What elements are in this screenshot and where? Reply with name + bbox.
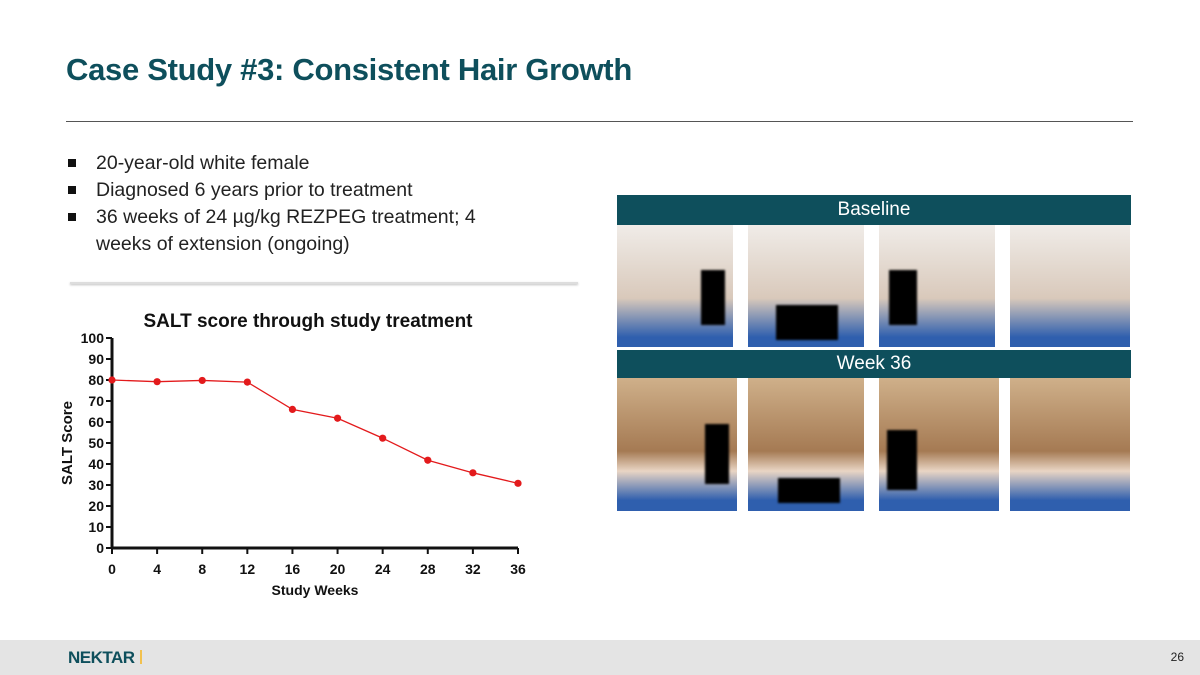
week36-photo-left (617, 378, 737, 511)
data-point (153, 378, 161, 386)
slide-title: Case Study #3: Consistent Hair Growth (66, 52, 632, 87)
y-tick-label: 90 (88, 351, 104, 367)
x-axis-label: Study Weeks (272, 582, 359, 598)
x-tick-label: 8 (198, 561, 206, 577)
x-tick-label: 28 (420, 561, 436, 577)
section-divider (70, 282, 578, 284)
data-point (514, 479, 522, 487)
y-tick-label: 80 (88, 372, 104, 388)
y-axis-label: SALT Score (59, 401, 76, 485)
baseline-photo-front (748, 225, 864, 347)
y-tick-label: 30 (88, 477, 104, 493)
bullet-item: Diagnosed 6 years prior to treatment (66, 177, 516, 204)
data-point (424, 456, 432, 464)
bullet-item: 20-year-old white female (66, 150, 516, 177)
week36-photo-front (748, 378, 864, 511)
data-point (333, 414, 342, 422)
series-line (111, 379, 519, 484)
x-tick-label: 36 (510, 561, 526, 577)
page-number: 26 (1170, 650, 1184, 664)
footer-bar (0, 640, 1200, 675)
data-point (379, 434, 387, 442)
data-point (243, 378, 251, 386)
data-point (469, 469, 477, 477)
y-tick-label: 100 (81, 330, 105, 346)
y-tick-label: 20 (88, 498, 104, 514)
bullet-item: 36 weeks of 24 µg/kg REZPEG treatment; 4… (66, 204, 516, 258)
title-divider (66, 121, 1133, 122)
bullet-list: 20-year-old white female Diagnosed 6 yea… (66, 150, 516, 258)
baseline-photo-back (1010, 225, 1130, 347)
x-tick-label: 0 (108, 561, 116, 577)
data-point (288, 405, 297, 413)
y-tick-label: 60 (88, 414, 104, 430)
data-point (198, 376, 206, 385)
baseline-photo-right (879, 225, 995, 347)
x-tick-label: 20 (330, 561, 346, 577)
baseline-photo-left (617, 225, 733, 347)
week36-photo-back (1010, 378, 1130, 511)
week36-photo-right (879, 378, 999, 511)
x-tick-label: 24 (375, 561, 391, 577)
y-tick-label: 50 (88, 435, 104, 451)
nektar-logo: NEKTAR (68, 648, 135, 667)
x-tick-label: 32 (465, 561, 481, 577)
week36-header: Week 36 (617, 350, 1131, 378)
x-tick-label: 4 (153, 561, 161, 577)
y-tick-label: 40 (88, 456, 104, 472)
y-tick-label: 70 (88, 393, 104, 409)
y-tick-label: 0 (96, 540, 104, 556)
salt-chart: SALT score through study treatment SALT … (59, 311, 526, 598)
y-tick-label: 10 (88, 519, 104, 535)
baseline-header: Baseline (617, 195, 1131, 225)
x-tick-label: 12 (240, 561, 256, 577)
logo-accent-bar (140, 650, 142, 664)
x-tick-label: 16 (285, 561, 301, 577)
data-point (108, 376, 116, 384)
chart-title: SALT score through study treatment (143, 311, 473, 332)
